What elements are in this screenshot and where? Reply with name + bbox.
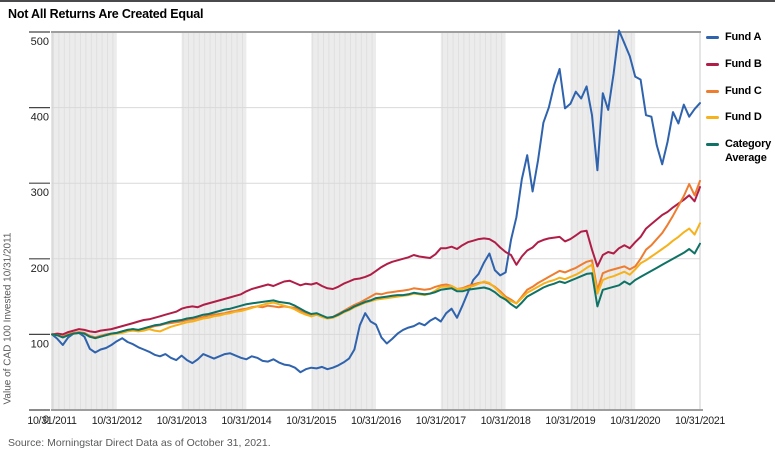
legend-label: Fund B [725,57,762,70]
legend-item: Fund C [706,85,775,99]
legend-swatch [706,89,719,93]
x-tick-label: 10/31/2015 [286,415,336,427]
shaded-year-band [311,32,376,410]
x-tick-label: 10/31/2016 [351,415,401,427]
y-tick-label: 400 [31,112,49,124]
x-tick-label: 10/31/2014 [221,415,271,427]
legend-label: Fund A [725,31,762,43]
chart-title: Not All Returns Are Created Equal [8,7,204,21]
shaded-year-band [440,32,506,410]
y-tick-label: 0 [43,414,49,426]
shaded-year-band [52,32,117,410]
x-tick-label: 10/31/2021 [675,415,725,427]
shaded-year-band [181,32,247,410]
legend-label: Fund C [725,84,762,97]
series-line [51,29,701,374]
legend-item: Fund A [706,31,775,45]
shaded-year-band [570,32,636,410]
y-tick-label: 300 [31,187,49,199]
legend: Fund A Fund B Fund C Fund D Category Average [706,31,775,179]
y-tick-label: 100 [31,338,49,350]
top-rule [0,0,775,2]
x-tick-label: 10/31/2011 [27,415,77,427]
y-tick-label: 200 [31,263,49,275]
source-note: Source: Morningstar Direct Data as of Oc… [8,437,271,449]
legend-item: Fund B [706,58,775,72]
x-tick-label: 10/31/2012 [92,415,142,427]
x-tick-label: 10/31/2017 [416,415,466,427]
legend-label: Fund D [725,111,762,124]
x-tick-label: 10/31/2013 [157,415,207,427]
legend-item: Category Average [706,138,775,166]
legend-swatch [706,116,719,120]
x-tick-label: 10/31/2020 [610,415,660,427]
legend-label: Category Average [725,138,772,164]
x-tick-label: 10/31/2019 [545,415,595,427]
series-line [51,186,701,336]
y-tick-label: 500 [31,36,49,48]
x-tick-label: 10/31/2018 [481,415,531,427]
legend-swatch [706,36,719,39]
legend-item: Fund D [706,111,775,125]
legend-swatch [706,143,719,146]
series-line [51,242,701,340]
series-line [51,222,701,340]
legend-swatch [706,62,719,66]
